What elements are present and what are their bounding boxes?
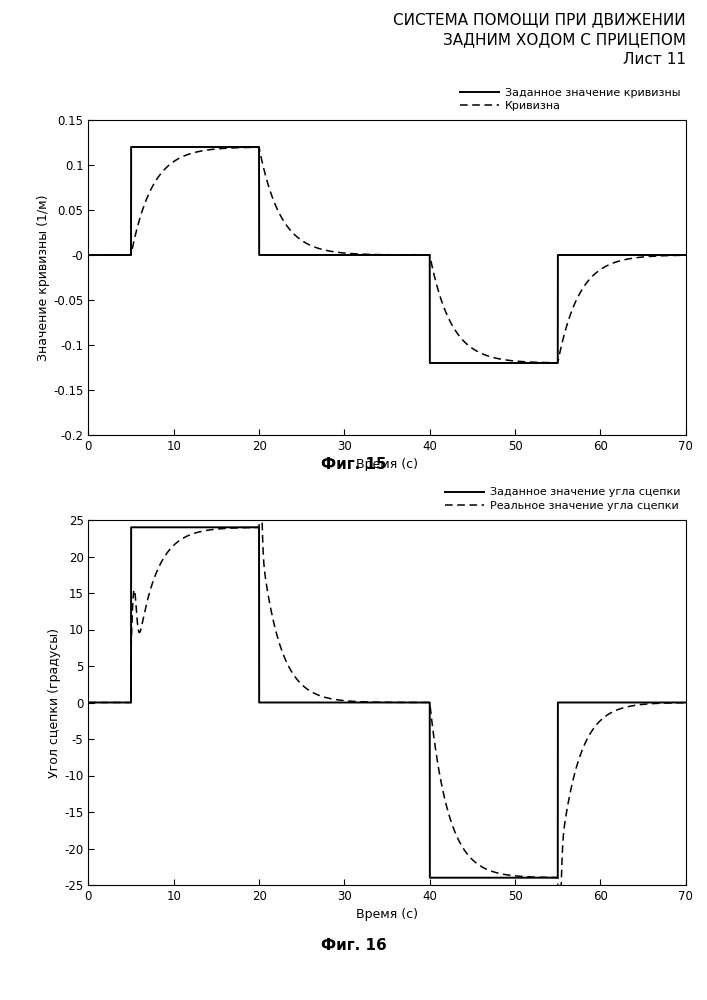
Legend: Заданное значение кривизны, Кривизна: Заданное значение кривизны, Кривизна xyxy=(460,88,680,111)
Text: Фиг. 15: Фиг. 15 xyxy=(321,457,386,472)
Legend: Заданное значение угла сцепки, Реальное значение угла сцепки: Заданное значение угла сцепки, Реальное … xyxy=(445,487,680,511)
Y-axis label: Угол сцепки (градусы): Угол сцепки (градусы) xyxy=(49,628,62,778)
Text: ЗАДНИМ ХОДОМ С ПРИЦЕПОМ: ЗАДНИМ ХОДОМ С ПРИЦЕПОМ xyxy=(443,32,686,47)
Text: Фиг. 16: Фиг. 16 xyxy=(321,938,386,953)
Y-axis label: Значение кривизны (1/м): Значение кривизны (1/м) xyxy=(37,194,50,361)
X-axis label: Время (с): Время (с) xyxy=(356,908,418,921)
Text: СИСТЕМА ПОМОЩИ ПРИ ДВИЖЕНИИ: СИСТЕМА ПОМОЩИ ПРИ ДВИЖЕНИИ xyxy=(393,12,686,27)
X-axis label: Время (с): Время (с) xyxy=(356,458,418,471)
Text: Лист 11: Лист 11 xyxy=(623,52,686,67)
